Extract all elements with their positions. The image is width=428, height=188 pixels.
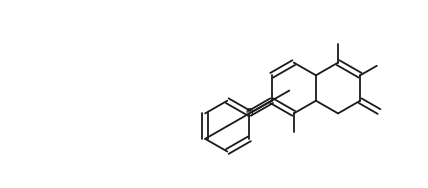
Text: O: O <box>246 108 253 118</box>
